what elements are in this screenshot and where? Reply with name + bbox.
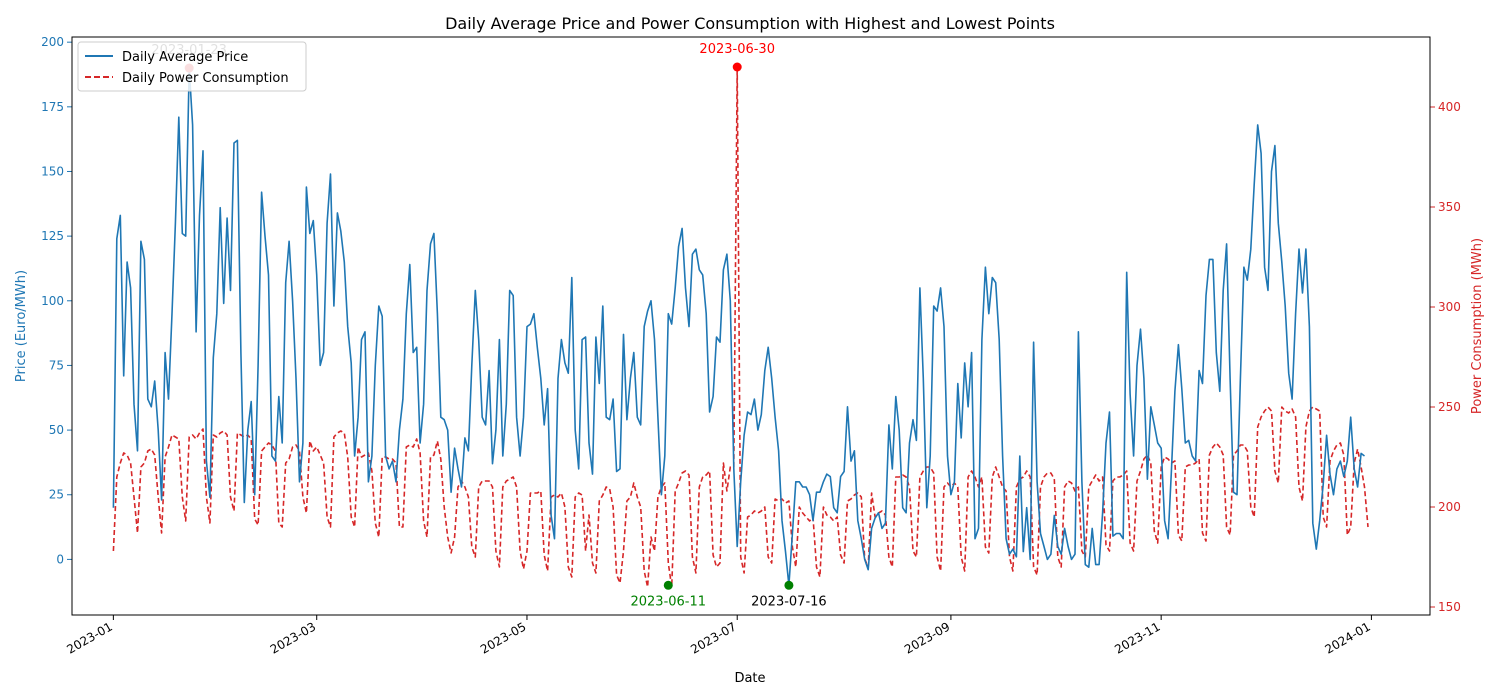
- y-left-tick-label: 50: [49, 423, 64, 437]
- legend-label-price: Daily Average Price: [122, 50, 248, 65]
- y-left-tick-label: 200: [41, 35, 64, 49]
- highlight-point-min-price: [784, 580, 794, 590]
- y-left-tick-label: 175: [41, 100, 64, 114]
- highlight-label-min-price: 2023-07-16: [751, 594, 827, 609]
- y-left-tick-label: 150: [41, 164, 64, 178]
- series-line-consumption: [112, 66, 1369, 588]
- highlight-point-max-consumption: [732, 62, 742, 72]
- y-left-tick-label: 125: [41, 229, 64, 243]
- series-layer: [112, 66, 1369, 588]
- y-right-tick-label: 250: [1438, 400, 1461, 414]
- legend-label-consumption: Daily Power Consumption: [122, 71, 289, 86]
- highlight-point-min-consumption: [663, 580, 673, 590]
- x-axis-label: Date: [734, 671, 765, 686]
- y-left-tick-label: 25: [49, 488, 64, 502]
- y-left-tick-label: 75: [49, 358, 64, 372]
- y-right-tick-label: 350: [1438, 200, 1461, 214]
- legend-box: [77, 41, 307, 92]
- highlight-label-max-consumption: 2023-06-30: [699, 42, 775, 57]
- y-left-tick-label: 100: [41, 294, 64, 308]
- y-left-tick-label: 0: [56, 552, 64, 566]
- highlight-label-min-consumption: 2023-06-11: [630, 594, 706, 609]
- chart-title: Daily Average Price and Power Consumptio…: [445, 14, 1055, 33]
- series-line-price: [112, 67, 1365, 587]
- y-axis-label-right: Power Consumption (MWh): [1470, 238, 1485, 414]
- y-right-tick-label: 400: [1438, 100, 1461, 114]
- y-right-tick-label: 150: [1438, 600, 1461, 614]
- y-right-tick-label: 200: [1438, 500, 1461, 514]
- legend: Daily Average Price Daily Power Consumpt…: [77, 41, 307, 92]
- plot-frame: [71, 36, 1431, 616]
- y-right-tick-label: 300: [1438, 300, 1461, 314]
- y-axis-label-left: Price (Euro/MWh): [14, 270, 29, 382]
